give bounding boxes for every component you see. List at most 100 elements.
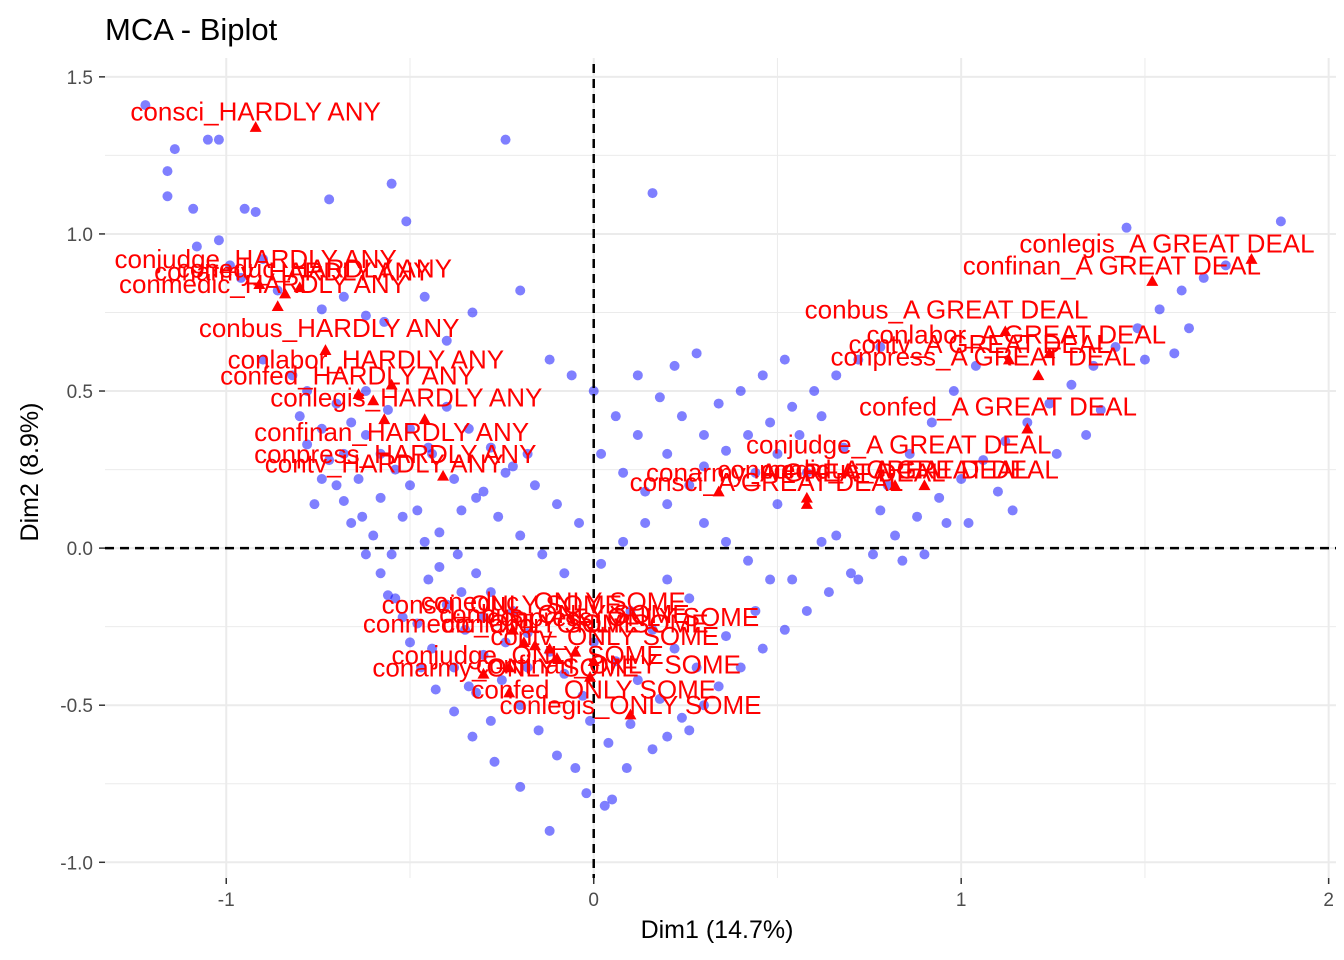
individual-point <box>647 624 658 635</box>
individual-point <box>346 417 357 428</box>
individual-point <box>368 530 379 541</box>
individual-point <box>684 480 695 491</box>
category-marker <box>253 278 266 290</box>
category-label: conlabor_A GREAT DEAL <box>866 319 1166 349</box>
individual-point <box>713 398 724 409</box>
individual-point <box>485 587 496 598</box>
individual-point <box>684 593 695 604</box>
individual-point <box>452 549 463 560</box>
individual-point <box>500 637 511 648</box>
individual-point <box>1066 379 1077 390</box>
category-marker <box>503 686 516 698</box>
individual-point <box>897 555 908 566</box>
individual-point <box>963 517 974 528</box>
individual-point <box>379 316 390 327</box>
individual-point <box>912 511 923 522</box>
individual-point <box>460 624 471 635</box>
individual-point <box>867 549 878 560</box>
individual-point <box>427 643 438 654</box>
individual-point <box>669 360 680 371</box>
individual-point <box>1132 323 1143 334</box>
individual-point <box>735 662 746 673</box>
individual-point <box>496 675 507 686</box>
individual-point <box>331 398 342 409</box>
individual-point <box>430 684 441 695</box>
individual-point <box>570 763 581 774</box>
individual-point <box>721 445 732 456</box>
category-marker <box>503 661 516 673</box>
individual-point <box>1044 398 1055 409</box>
individual-point <box>794 430 805 441</box>
chart-title: MCA - Biplot <box>105 12 278 47</box>
individual-point <box>441 335 452 346</box>
individual-point <box>618 467 629 478</box>
individual-point <box>691 348 702 359</box>
individual-point <box>467 731 478 742</box>
individual-point <box>213 235 224 246</box>
individual-point <box>772 499 783 510</box>
individual-point <box>382 404 393 415</box>
individual-point <box>816 411 827 422</box>
individual-point <box>272 285 283 296</box>
individual-point <box>610 656 621 667</box>
individual-point <box>669 643 680 654</box>
individual-point <box>529 480 540 491</box>
individual-point <box>625 719 636 730</box>
category-label: conjudge_A GREAT DEAL <box>746 429 1051 459</box>
individual-point <box>463 681 474 692</box>
individual-point <box>316 304 327 315</box>
individual-point <box>478 612 489 623</box>
individual-point <box>676 411 687 422</box>
individual-point <box>654 392 665 403</box>
individual-point <box>258 254 269 265</box>
individual-point <box>875 505 886 516</box>
individual-point <box>801 605 812 616</box>
individual-point <box>698 517 709 528</box>
category-label: confinan_HARDLY ANY <box>254 417 529 447</box>
individual-point <box>449 706 460 717</box>
individual-point <box>338 291 349 302</box>
individual-point <box>485 442 496 453</box>
category-label: consci_HARDLY ANY <box>130 96 380 126</box>
individual-point <box>338 448 349 459</box>
category-marker <box>385 378 398 390</box>
individual-point <box>698 700 709 711</box>
individual-point <box>1022 417 1033 428</box>
individual-point <box>346 517 357 528</box>
individual-point <box>779 624 790 635</box>
individual-point <box>507 605 518 616</box>
individual-point <box>324 194 335 205</box>
individual-point <box>416 662 427 673</box>
individual-point <box>743 430 754 441</box>
individual-point <box>632 675 643 686</box>
individual-point <box>1095 404 1106 415</box>
individual-point <box>544 354 555 365</box>
individual-point <box>890 530 901 541</box>
category-marker <box>271 300 284 311</box>
category-marker <box>918 479 931 491</box>
individual-point <box>698 430 709 441</box>
individual-point <box>404 423 415 434</box>
individual-point <box>537 549 548 560</box>
individual-point <box>434 561 445 572</box>
individual-point <box>375 568 386 579</box>
individual-point <box>941 517 952 528</box>
category-label: conlegis_ONLY SOME <box>499 690 761 720</box>
individual-point <box>757 370 768 381</box>
individual-point <box>360 386 371 397</box>
category-label: conmedic_ONLY SOME <box>363 609 641 639</box>
individual-point <box>1110 342 1121 353</box>
category-label: conbus_A GREAT DEAL <box>805 294 1089 324</box>
individual-point <box>662 731 673 742</box>
individual-point <box>441 599 452 610</box>
individual-point <box>515 700 526 711</box>
individual-point <box>202 134 213 145</box>
y-tick-label: 1.5 <box>67 68 93 89</box>
individual-point <box>1081 430 1092 441</box>
category-marker <box>279 287 292 299</box>
individual-point <box>787 401 798 412</box>
individual-point <box>309 499 320 510</box>
individual-point <box>559 568 570 579</box>
individual-point <box>390 593 401 604</box>
category-label: conpress_HARDLY ANY <box>254 439 536 469</box>
